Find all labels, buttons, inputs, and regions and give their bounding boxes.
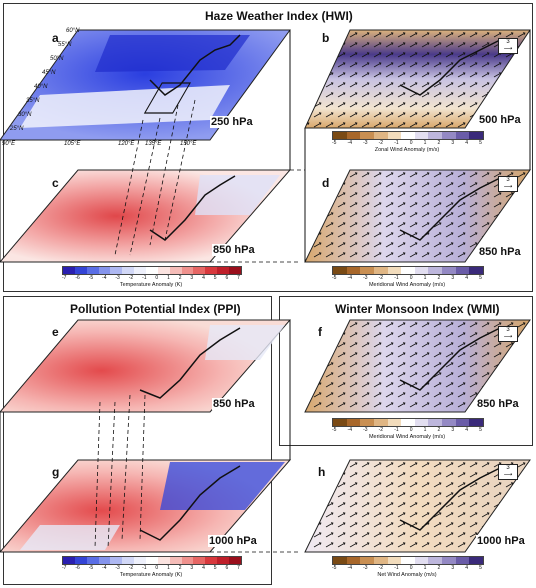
connector-lines	[94, 99, 305, 553]
panel-g-level: 1000 hPa	[208, 535, 258, 547]
panel-h-map	[304, 459, 531, 553]
panel-g-label: g	[52, 465, 60, 479]
panel-a-label: a	[52, 31, 59, 45]
ref-vector-d: 3 ⟶	[498, 176, 518, 192]
meridional-colorbar-title-d: Meridional Wind Anomaly (m/s)	[368, 282, 446, 288]
panel-d-level: 850 hPa	[478, 246, 522, 258]
panel-b-label: b	[322, 31, 330, 45]
temp-ticks-bottom: -7 -6 -5 -4 -3 -2 -1 0 1 2 3 4 5 6 7	[62, 565, 240, 571]
lon-label-90: 90°E	[2, 141, 16, 147]
lat-label-40: 40°N	[34, 84, 48, 90]
temp-colorbar-top	[62, 266, 242, 275]
ppi-title: Pollution Potential Index (PPI)	[70, 302, 241, 316]
panel-e-map	[0, 319, 292, 413]
wmi-frame	[279, 296, 533, 446]
ppi-frame	[3, 296, 272, 585]
net-colorbar-title: Net Wind Anomaly (m/s)	[377, 572, 437, 578]
panel-f-level: 850 hPa	[476, 398, 520, 410]
meridional-colorbar-d	[332, 266, 484, 275]
panel-g-map	[0, 459, 292, 553]
panel-b-map	[304, 29, 531, 129]
panel-e-level: 850 hPa	[212, 398, 256, 410]
meridional-colorbar-f	[332, 418, 484, 427]
lat-label-35: 35°N	[26, 98, 40, 104]
net-colorbar	[332, 556, 484, 565]
zonal-colorbar	[332, 131, 484, 140]
ref-vector-b: 3 ⟶	[498, 38, 518, 54]
hwi-frame	[3, 3, 533, 292]
panel-f-label: f	[318, 325, 322, 339]
ref-vector-h: 3 ⟶	[498, 464, 518, 480]
temp-colorbar-title-top: Temperature Anomaly (K)	[119, 282, 183, 288]
temp-colorbar-bottom	[62, 556, 242, 565]
panel-c-map	[0, 169, 292, 263]
panel-c-label: c	[52, 176, 59, 190]
temp-colorbar-title-bottom: Temperature Anomaly (K)	[119, 572, 183, 578]
lon-label-120: 120°E	[118, 141, 135, 147]
meridional-ticks-d: -5 -4 -3 -2 -1 0 1 2 3 4 5	[332, 275, 482, 281]
hwi-title: Haze Weather Index (HWI)	[205, 9, 353, 23]
lat-label-30: 30°N	[18, 112, 32, 118]
lat-label-45: 45°N	[42, 70, 56, 76]
temp-ticks-top: -7 -6 -5 -4 -3 -2 -1 0 1 2 3 4 5 6 7	[62, 275, 240, 281]
lon-label-150: 150°E	[180, 141, 197, 147]
panel-h-label: h	[318, 465, 326, 479]
lon-label-135: 135°E	[145, 141, 162, 147]
panel-side-lines	[0, 30, 531, 552]
net-ticks: -5 -4 -3 -2 -1 0 1 2 3 4 5	[332, 565, 482, 571]
panel-f-map	[304, 319, 531, 413]
panel-e-label: e	[52, 325, 59, 339]
lat-label-25: 25°N	[10, 126, 24, 132]
panel-d-map	[304, 169, 531, 263]
lat-label-55: 55°N	[58, 42, 72, 48]
lat-label-50: 50°N	[50, 56, 64, 62]
panel-a-level: 250 hPa	[210, 116, 254, 128]
ref-vector-f: 3 ⟶	[498, 326, 518, 342]
wmi-title: Winter Monsoon Index (WMI)	[335, 302, 500, 316]
panel-b-level: 500 hPa	[478, 114, 522, 126]
lon-label-105: 105°E	[64, 141, 81, 147]
zonal-ticks: -5 -4 -3 -2 -1 0 1 2 3 4 5	[332, 140, 482, 146]
lat-label-60: 60°N	[66, 28, 80, 34]
panel-d-label: d	[322, 176, 330, 190]
panel-c-level: 850 hPa	[212, 244, 256, 256]
zonal-colorbar-title: Zonal Wind Anomaly (m/s)	[374, 147, 440, 153]
panel-h-level: 1000 hPa	[476, 535, 526, 547]
panel-a-map	[0, 29, 291, 141]
meridional-colorbar-title-f: Meridional Wind Anomaly (m/s)	[368, 434, 446, 440]
meridional-ticks-f: -5 -4 -3 -2 -1 0 1 2 3 4 5	[332, 427, 482, 433]
